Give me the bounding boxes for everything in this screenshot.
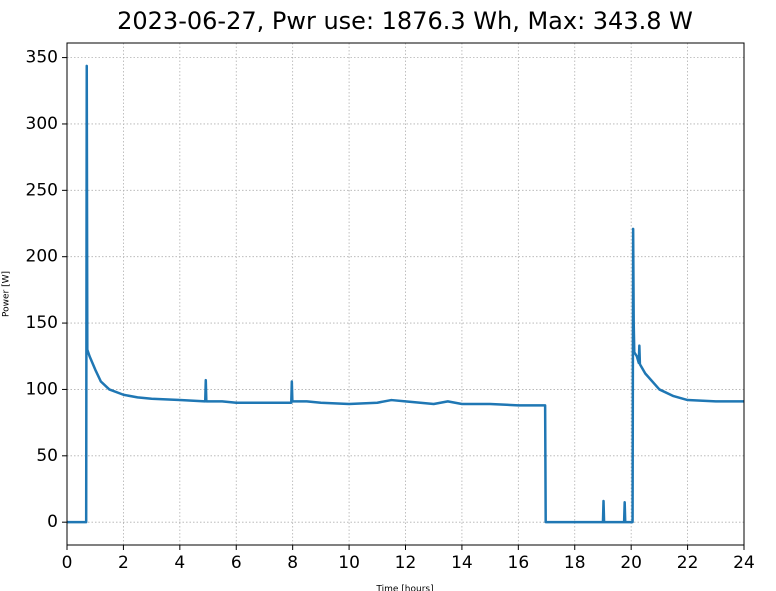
plot-frame [66, 42, 745, 546]
x-tick-label: 24 [733, 553, 755, 573]
x-tick-label: 0 [62, 553, 73, 573]
y-tick-label: 150 [26, 313, 58, 333]
data-line [67, 64, 744, 524]
x-tick-label: 16 [508, 553, 530, 573]
y-tick-label: 350 [26, 48, 58, 68]
x-tick-label: 4 [174, 553, 185, 573]
y-tick-label: 300 [26, 114, 58, 134]
x-tick-label: 22 [677, 553, 699, 573]
y-axis-label: Power [W] [2, 271, 12, 317]
x-axis-label: Time [hours] [375, 585, 433, 591]
x-tick-label: 20 [620, 553, 642, 573]
y-tick-label: 50 [36, 446, 58, 466]
y-tick-label: 0 [47, 512, 58, 532]
y-tick-label: 200 [26, 247, 58, 267]
y-tick-label: 250 [26, 180, 58, 200]
x-tick-label: 18 [564, 553, 586, 573]
x-tick-label: 8 [287, 553, 298, 573]
x-tick-label: 6 [231, 553, 242, 573]
y-tick-label: 100 [26, 379, 58, 399]
x-tick-label: 10 [338, 553, 360, 573]
x-tick-label: 14 [451, 553, 473, 573]
x-tick-label: 12 [395, 553, 417, 573]
x-tick-label: 2 [118, 553, 129, 573]
chart-title: 2023-06-27, Pwr use: 1876.3 Wh, Max: 343… [117, 7, 693, 35]
